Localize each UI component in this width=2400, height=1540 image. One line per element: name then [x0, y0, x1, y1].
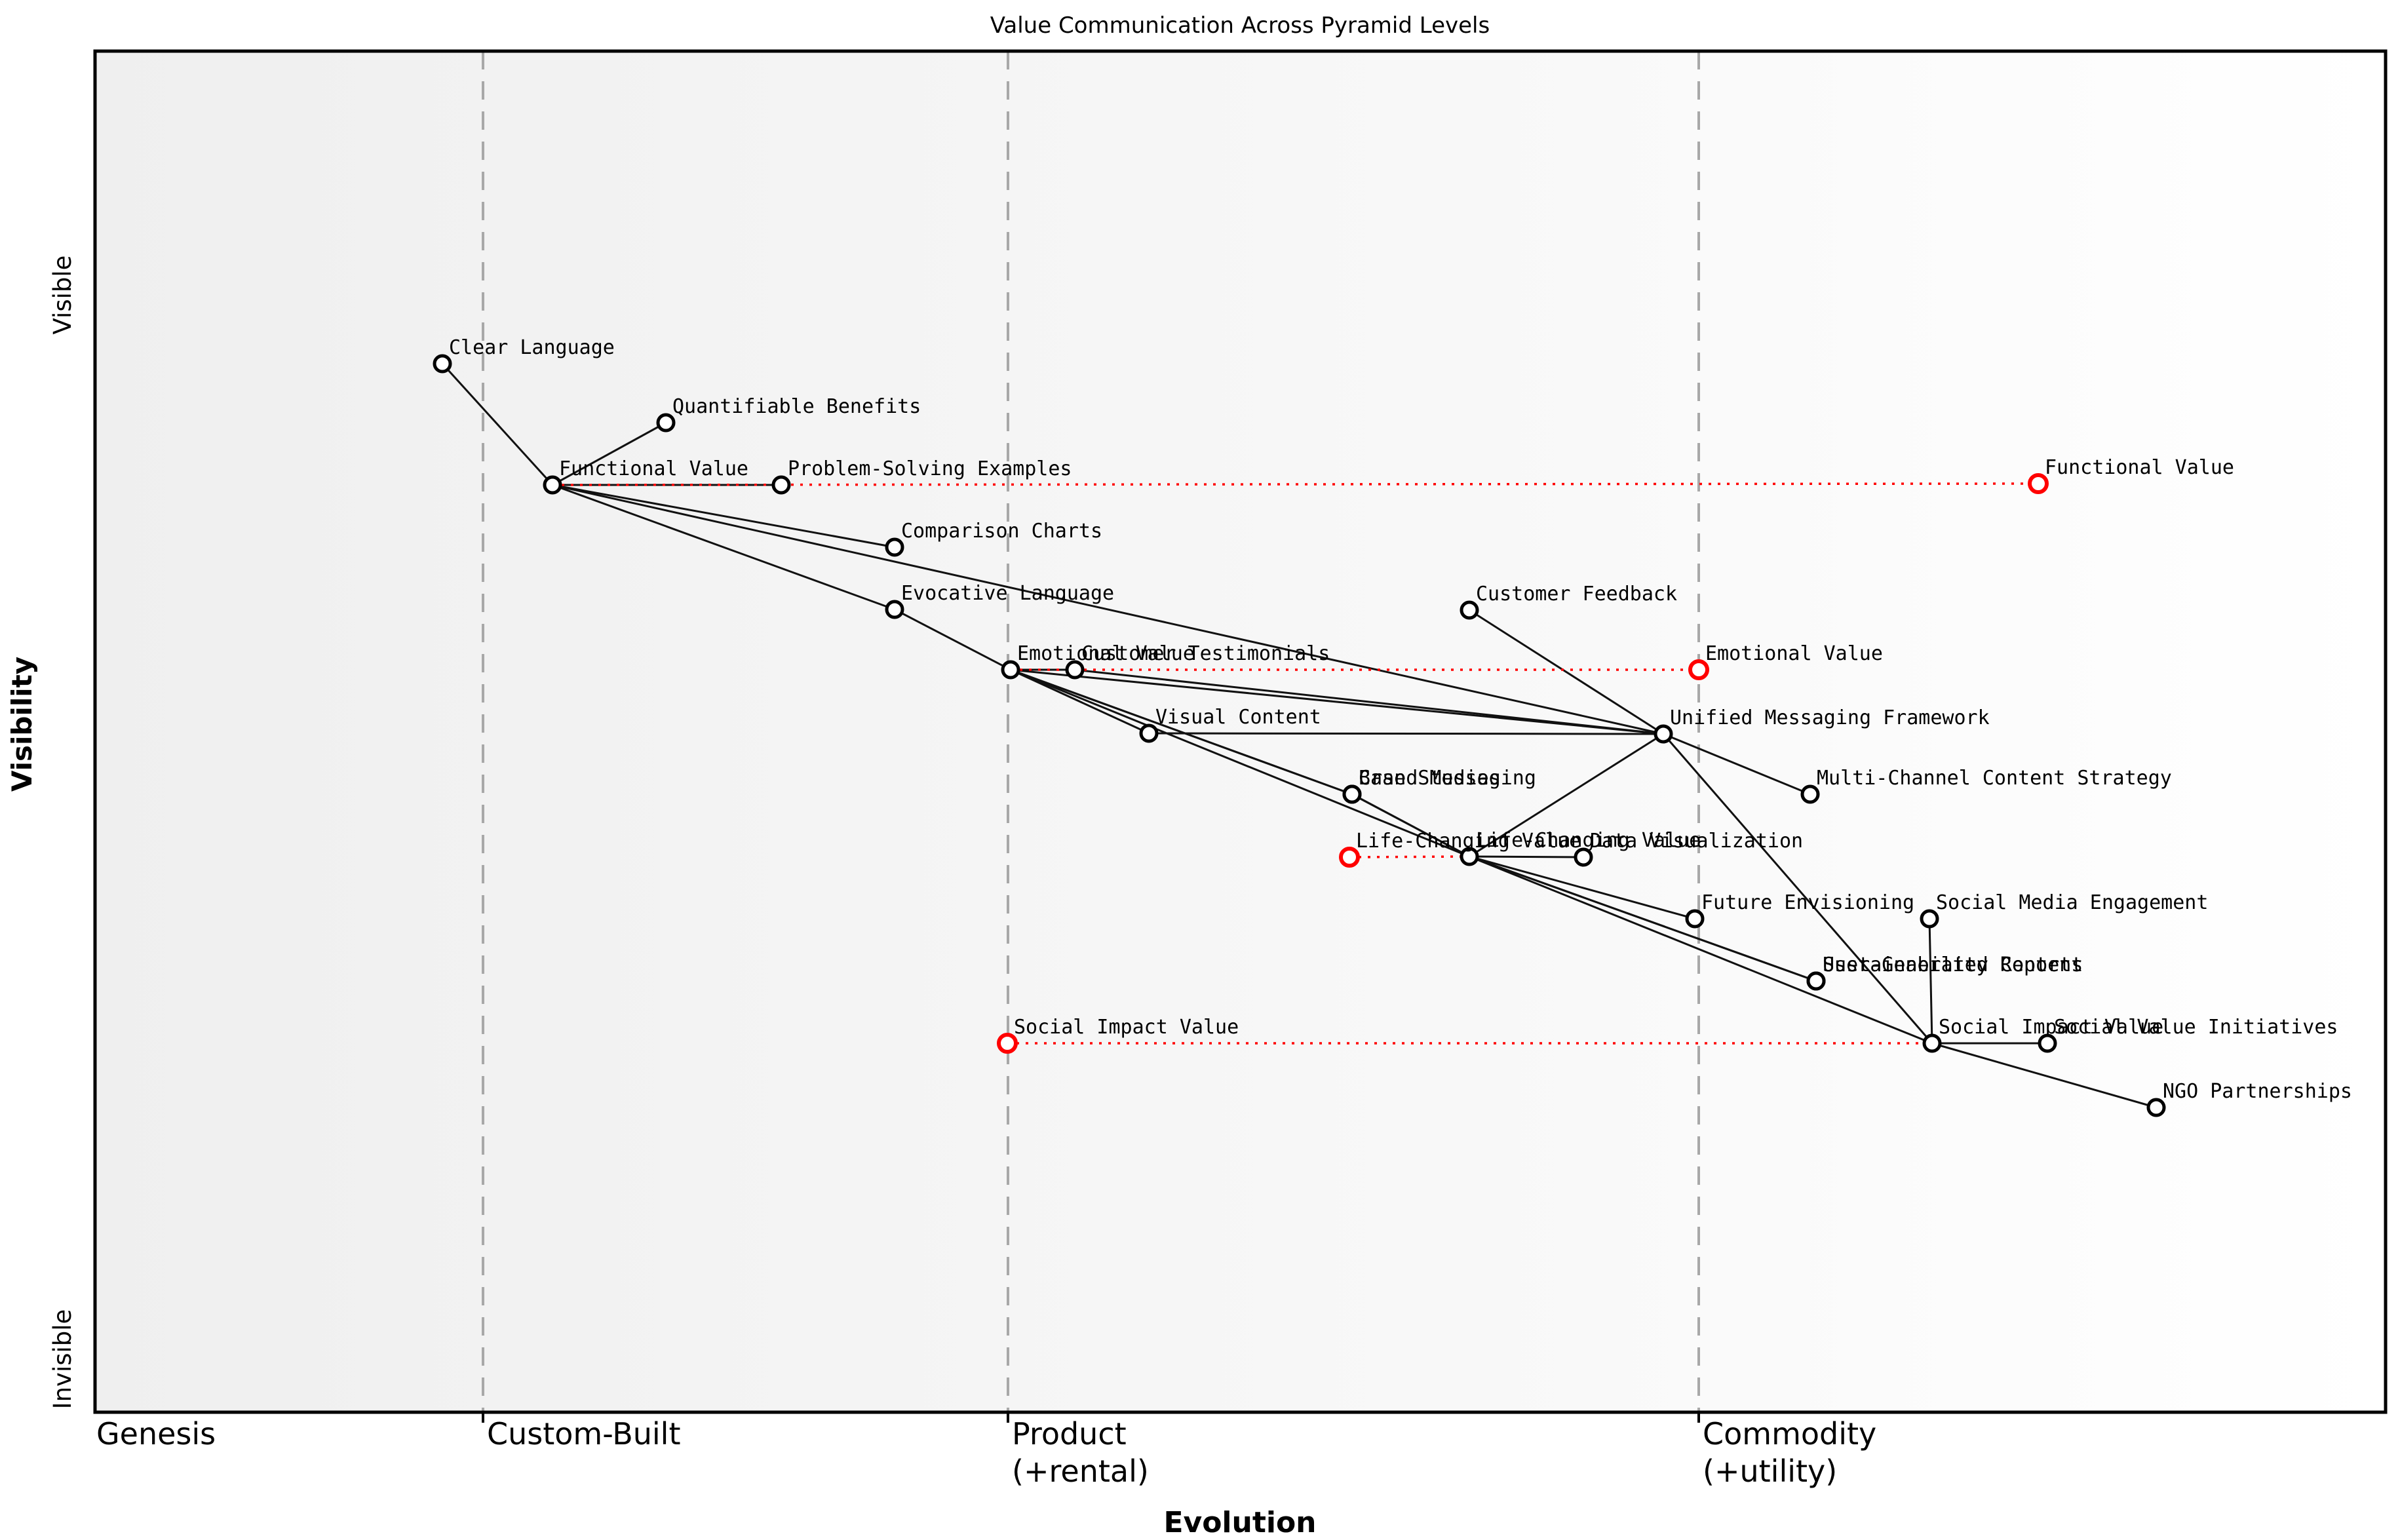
node-label-future_envisioning: Future Envisioning	[1701, 891, 1914, 914]
node-label-social_media: Social Media Engagement	[1936, 891, 2208, 914]
node-emotional_value[interactable]	[1001, 660, 1020, 680]
edge-visual_content--unified_messaging	[1148, 732, 1664, 735]
edge-life_changing--unified_messaging	[1469, 733, 1664, 858]
x-axis-title: Evolution	[1163, 1506, 1316, 1539]
node-sustainability_reports[interactable]	[1806, 971, 1826, 991]
node-multi_channel[interactable]	[1800, 784, 1820, 804]
node-label-functional_value: Functional Value	[559, 457, 748, 480]
edge-quantifiable_benefits--functional_value	[552, 421, 667, 486]
node-customer_feedback[interactable]	[1460, 600, 1479, 620]
x-tick-label-product: (+rental)	[1012, 1453, 1149, 1489]
node-label-visual_content: Visual Content	[1155, 706, 1321, 729]
edge-customer_feedback--unified_messaging	[1469, 609, 1664, 735]
node-label-quantifiable_benefits: Quantifiable Benefits	[672, 395, 921, 418]
node-functional_value[interactable]	[543, 475, 562, 495]
edge-clear_language--functional_value	[441, 362, 554, 486]
node-label-ngo_partnerships: NGO Partnerships	[2163, 1080, 2352, 1103]
node-quantifiable_benefits[interactable]	[656, 413, 676, 433]
node-label-customer_feedback: Customer Feedback	[1476, 583, 1677, 606]
node-label-customer_testimonials: Customer Testimonials	[1081, 642, 1330, 665]
node-life_changing_target[interactable]	[1339, 847, 1360, 868]
node-comparison_charts[interactable]	[885, 537, 904, 557]
node-label-emotional_value: Emotional Value	[1017, 642, 1195, 665]
edge-functional_value--unified_messaging	[552, 484, 1664, 735]
node-label-comparison_charts: Comparison Charts	[901, 520, 1102, 543]
edge-emotional_value--life_changing	[1010, 668, 1470, 858]
edge-functional_value--comparison_charts	[552, 484, 895, 549]
x-tick-label-product: Product	[1012, 1416, 1127, 1452]
node-label-unified_messaging: Unified Messaging Framework	[1670, 706, 1990, 729]
edge-emotional_value--unified_messaging	[1010, 668, 1664, 735]
node-label-sustainability_reports: Sustainability Reports	[1823, 953, 2083, 976]
node-label-case_studies: Case Studies	[1359, 767, 1501, 790]
edge-life_changing--future_envisioning	[1469, 855, 1695, 920]
node-emotional_value_target[interactable]	[1688, 659, 1709, 680]
node-social_impact_target[interactable]	[997, 1033, 1018, 1054]
node-label-user_generated: User-Generated Content	[1823, 953, 2083, 976]
node-social_media[interactable]	[1920, 909, 1939, 929]
y-tick-label-visible: Visible	[48, 256, 77, 335]
edge-customer_testimonials--unified_messaging	[1074, 668, 1664, 735]
node-label-brand_messaging: Brand Messaging	[1359, 767, 1536, 790]
node-problem_solving[interactable]	[771, 475, 791, 495]
node-label-evocative_language: Evocative Language	[901, 582, 1114, 605]
node-clear_language[interactable]	[433, 354, 452, 374]
x-tick-label-custom-built: Custom-Built	[487, 1416, 681, 1452]
node-case_studies[interactable]	[1342, 784, 1362, 804]
x-tick-label-commodity: (+utility)	[1703, 1453, 1837, 1489]
edge-life_changing--sustainability_reports	[1469, 855, 1817, 982]
node-label-social_value_initiatives: Social Value Initiatives	[2054, 1016, 2338, 1039]
edge-emotional_value--case_studies	[1010, 668, 1353, 796]
edge-life_changing--social_impact	[1469, 855, 1933, 1045]
node-label-problem_solving: Problem-Solving Examples	[788, 457, 1072, 480]
node-label-emotional_value_target: Emotional Value	[1705, 642, 1883, 665]
node-evocative_language[interactable]	[885, 600, 904, 619]
node-social_value_initiatives[interactable]	[2038, 1033, 2057, 1053]
x-tick-label-genesis: Genesis	[96, 1416, 216, 1452]
edge-emotional_value--visual_content	[1010, 668, 1150, 735]
node-label-multi_channel: Multi-Channel Content Strategy	[1817, 767, 2172, 790]
node-ngo_partnerships[interactable]	[2146, 1098, 2166, 1117]
node-social_impact[interactable]	[1922, 1033, 1942, 1053]
edge-unified_messaging--social_impact	[1662, 733, 1933, 1044]
plot-border	[93, 49, 2388, 1414]
x-tick-label-commodity: Commodity	[1703, 1416, 1876, 1452]
node-data_visualization[interactable]	[1574, 847, 1593, 867]
edge-functional_value--evocative_language	[552, 484, 895, 611]
plot-background	[95, 51, 2386, 1412]
node-unified_messaging[interactable]	[1654, 724, 1673, 744]
edge-social_media--social_impact	[1928, 918, 1933, 1044]
edge-unified_messaging--multi_channel	[1663, 733, 1811, 796]
edge-social_impact--ngo_partnerships	[1931, 1042, 2157, 1109]
edge-evocative_language--emotional_value	[894, 608, 1011, 671]
node-future_envisioning[interactable]	[1685, 909, 1705, 929]
node-visual_content[interactable]	[1139, 723, 1159, 743]
y-axis-title: Visibility	[6, 657, 38, 792]
edge-case_studies--life_changing	[1351, 793, 1470, 858]
chart-title: Value Communication Across Pyramid Level…	[990, 12, 1490, 39]
node-label-life_changing: Life-Changing Value	[1476, 829, 1701, 852]
node-functional_value_target[interactable]	[2028, 473, 2049, 494]
node-customer_testimonials[interactable]	[1065, 660, 1085, 680]
node-label-clear_language: Clear Language	[449, 336, 615, 359]
y-tick-label-invisible: Invisible	[48, 1309, 77, 1410]
node-label-data_visualization: Data Visualization	[1590, 830, 1803, 853]
node-label-social_impact_target: Social Impact Value	[1014, 1016, 1239, 1039]
node-label-functional_value_target: Functional Value	[2045, 456, 2234, 479]
node-life_changing[interactable]	[1460, 847, 1479, 866]
node-label-life_changing_target: Life-Changing Value	[1356, 830, 1581, 853]
